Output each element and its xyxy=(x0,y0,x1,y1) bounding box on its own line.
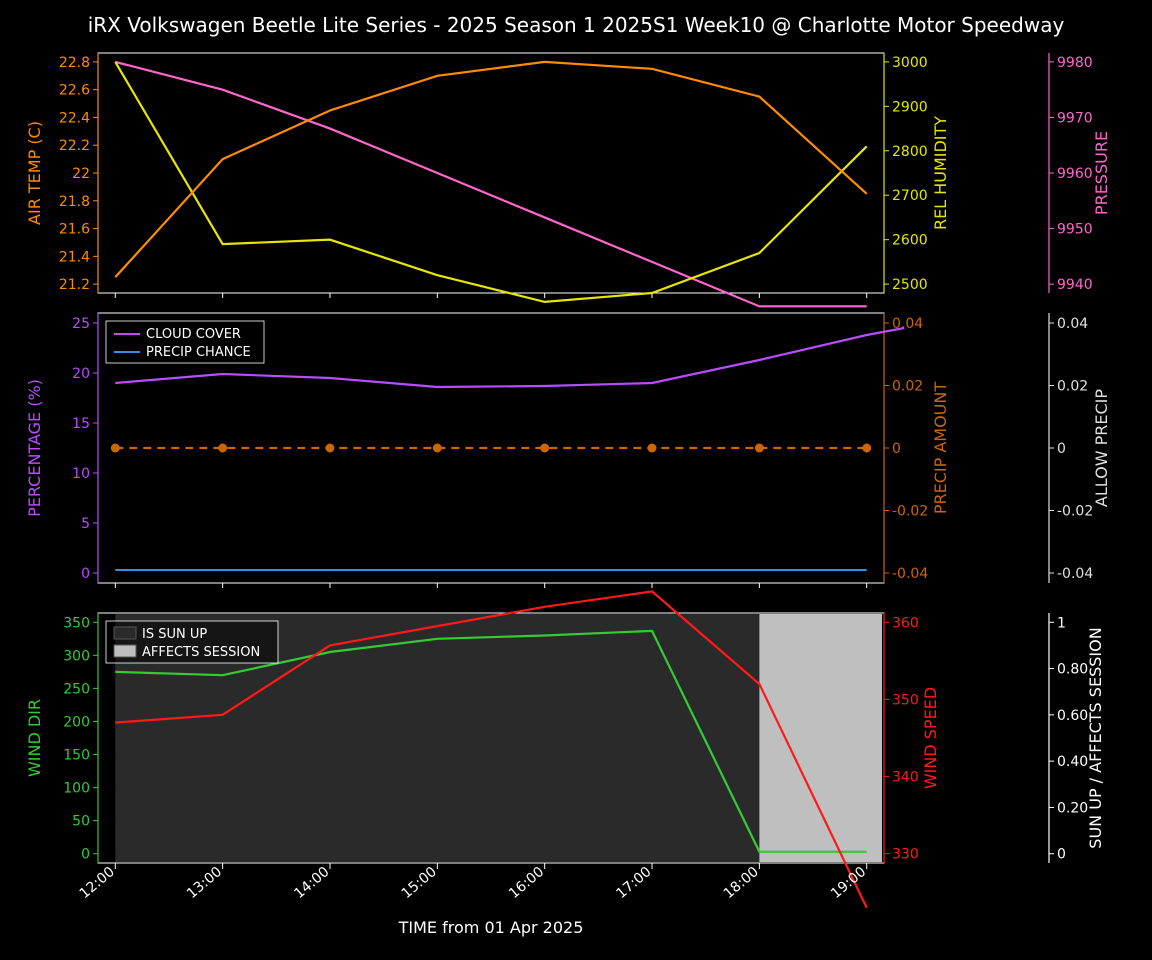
xtick-label: 16:00 xyxy=(506,864,547,902)
ylabel-rel-humidity: REL HUMIDITY xyxy=(931,116,950,230)
ytick-wind-dir: 300 xyxy=(63,648,90,664)
ytick-rel-humidity: 2600 xyxy=(892,233,928,249)
ytick-wind-speed: 330 xyxy=(892,847,919,863)
ytick-sun-session: 0.20 xyxy=(1057,800,1088,816)
ytick-sun-session: 1 xyxy=(1057,615,1066,631)
ytick-rel-humidity: 3000 xyxy=(892,55,928,71)
ytick-allow-precip: -0.02 xyxy=(1057,504,1093,520)
ytick-pressure: 9960 xyxy=(1057,166,1093,182)
legend-is-sun-up: IS SUN UP xyxy=(142,627,207,642)
ytick-sun-session: 0.80 xyxy=(1057,662,1088,678)
ytick-sun-session: 0.40 xyxy=(1057,754,1088,770)
weather-figure: iRX Volkswagen Beetle Lite Series - 2025… xyxy=(0,0,1152,960)
ytick-precip-amount: -0.04 xyxy=(892,566,928,582)
ytick-wind-dir: 100 xyxy=(63,781,90,797)
line-precip-amount-marker xyxy=(111,444,120,453)
xtick-label: 14:00 xyxy=(291,864,332,902)
ylabel-air-temp: AIR TEMP (C) xyxy=(25,121,44,225)
xtick-label: 15:00 xyxy=(399,864,440,902)
ytick-wind-dir: 350 xyxy=(63,615,90,631)
ytick-wind-dir: 200 xyxy=(63,714,90,730)
ytick-pressure: 9980 xyxy=(1057,55,1093,71)
ytick-percentage: 0 xyxy=(81,566,90,582)
ytick-wind-speed: 360 xyxy=(892,615,919,631)
ytick-percentage: 5 xyxy=(81,516,90,532)
line-precip-amount-marker xyxy=(433,444,442,453)
ytick-allow-precip: 0.02 xyxy=(1057,379,1088,395)
ytick-sun-session: 0.60 xyxy=(1057,708,1088,724)
ytick-precip-amount: 0.02 xyxy=(892,379,923,395)
band-affects-session xyxy=(759,614,882,862)
ytick-pressure: 9950 xyxy=(1057,222,1093,238)
ylabel-allow-precip: ALLOW PRECIP xyxy=(1092,389,1111,507)
legend-precip-chance: PRECIP CHANCE xyxy=(146,345,251,360)
legend-affects-session: AFFECTS SESSION xyxy=(142,645,260,660)
xtick-label: 12:00 xyxy=(77,864,118,902)
ytick-air-temp: 21.2 xyxy=(59,277,90,293)
ytick-wind-dir: 250 xyxy=(63,681,90,697)
ytick-air-temp: 21.6 xyxy=(59,222,90,238)
ytick-air-temp: 22 xyxy=(72,166,90,182)
ytick-air-temp: 22.8 xyxy=(59,55,90,71)
ytick-sun-session: 0 xyxy=(1057,847,1066,863)
ytick-allow-precip: 0 xyxy=(1057,441,1066,457)
ytick-allow-precip: -0.04 xyxy=(1057,566,1093,582)
ylabel-sun-session: SUN UP / AFFECTS SESSION xyxy=(1086,627,1105,848)
ytick-rel-humidity: 2700 xyxy=(892,188,928,204)
line-precip-amount-marker xyxy=(862,444,871,453)
ytick-rel-humidity: 2500 xyxy=(892,277,928,293)
ytick-rel-humidity: 2900 xyxy=(892,99,928,115)
ytick-precip-amount: 0 xyxy=(892,441,901,457)
xtick-label: 17:00 xyxy=(613,864,654,902)
ytick-air-temp: 22.2 xyxy=(59,138,90,154)
xtick-label: 18:00 xyxy=(721,864,762,902)
ytick-pressure: 9940 xyxy=(1057,277,1093,293)
ytick-percentage: 25 xyxy=(72,316,90,332)
ytick-air-temp: 21.8 xyxy=(59,194,90,210)
ytick-percentage: 20 xyxy=(72,366,90,382)
ylabel-percentage: PERCENTAGE (%) xyxy=(25,379,44,517)
ytick-precip-amount: -0.02 xyxy=(892,504,928,520)
ylabel-wind-speed: WIND SPEED xyxy=(921,687,940,789)
x-axis-label: TIME from 01 Apr 2025 xyxy=(398,918,584,937)
ytick-wind-speed: 350 xyxy=(892,692,919,708)
ytick-air-temp: 22.4 xyxy=(59,110,90,126)
ytick-percentage: 10 xyxy=(72,466,90,482)
ytick-wind-dir: 50 xyxy=(72,814,90,830)
ylabel-pressure: PRESSURE xyxy=(1092,131,1111,215)
ylabel-wind-dir: WIND DIR xyxy=(25,699,44,777)
ytick-rel-humidity: 2800 xyxy=(892,144,928,160)
line-precip-amount-marker xyxy=(218,444,227,453)
line-precip-amount-marker xyxy=(648,444,657,453)
ytick-wind-dir: 150 xyxy=(63,748,90,764)
ytick-wind-speed: 340 xyxy=(892,770,919,786)
ylabel-precip-amount: PRECIP AMOUNT xyxy=(931,382,950,515)
line-precip-amount-marker xyxy=(325,444,334,453)
legend-cloud-cover: CLOUD COVER xyxy=(146,327,241,342)
ytick-percentage: 15 xyxy=(72,416,90,432)
ytick-air-temp: 21.4 xyxy=(59,249,90,265)
ytick-pressure: 9970 xyxy=(1057,110,1093,126)
ytick-allow-precip: 0.04 xyxy=(1057,316,1088,332)
xtick-label: 13:00 xyxy=(184,864,225,902)
line-precip-amount-marker xyxy=(540,444,549,453)
chart-title: iRX Volkswagen Beetle Lite Series - 2025… xyxy=(88,13,1065,37)
line-precip-amount-marker xyxy=(755,444,764,453)
ytick-air-temp: 22.6 xyxy=(59,83,90,99)
ytick-wind-dir: 0 xyxy=(81,847,90,863)
